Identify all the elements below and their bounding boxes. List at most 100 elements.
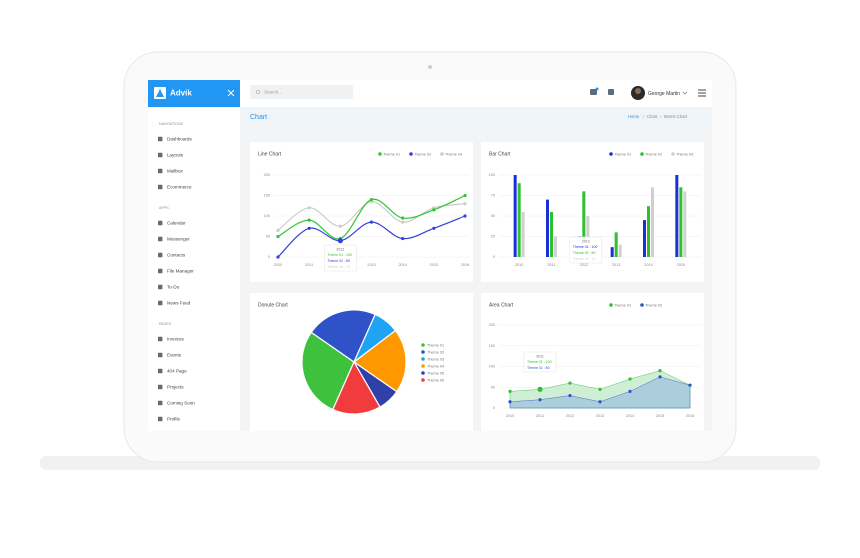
sidebar-item[interactable]: Dashboards — [167, 137, 192, 142]
tooltip-line: Theme 03 : 70 — [327, 265, 350, 269]
line-point — [307, 206, 311, 210]
bar — [643, 220, 646, 257]
notification-icon[interactable] — [590, 89, 597, 95]
x-tick-label: 2013 — [612, 263, 620, 267]
y-tick-label: 0 — [493, 406, 495, 410]
line-point — [369, 198, 374, 202]
sidebar-icon — [158, 384, 163, 390]
breadcrumb-current: Morris Chart — [664, 114, 688, 119]
area-point — [538, 398, 542, 402]
line-point — [401, 216, 405, 220]
sidebar-icon — [158, 352, 163, 358]
x-tick-label: 2014 — [626, 414, 634, 418]
menu-icon[interactable] — [698, 89, 706, 97]
x-tick-label: 2016 — [686, 414, 694, 418]
legend-label: Theme 02 — [427, 350, 444, 354]
bar — [614, 232, 618, 257]
x-tick-label: 2015 — [677, 263, 685, 267]
bar — [513, 175, 517, 257]
y-tick-label: 100 — [489, 365, 495, 369]
sidebar-item[interactable]: File Manager — [167, 269, 194, 274]
bar — [647, 206, 650, 257]
sidebar-icon — [158, 236, 163, 242]
sidebar-icon — [158, 252, 163, 258]
sidebar-item[interactable]: Invoices — [167, 337, 185, 342]
bar — [521, 211, 525, 257]
breadcrumb-home[interactable]: Home — [628, 114, 640, 119]
area-point — [628, 389, 632, 393]
search-icon — [255, 89, 261, 95]
sidebar-item[interactable]: Layouts — [167, 153, 184, 158]
line-point — [463, 193, 467, 198]
y-tick-label: 50 — [491, 214, 495, 218]
area-point — [568, 393, 572, 398]
user-caret — [682, 91, 688, 95]
legend-swatch — [421, 371, 425, 375]
legend-swatch — [609, 152, 613, 156]
card — [481, 293, 704, 431]
notification-dot — [595, 87, 599, 91]
sidebar-item[interactable]: Mailbox — [167, 169, 184, 174]
search-box[interactable] — [250, 85, 353, 99]
area-point — [598, 387, 602, 391]
y-tick-label: 0 — [268, 255, 270, 259]
legend-swatch — [671, 152, 675, 156]
x-tick-label: 2010 — [274, 263, 282, 267]
tooltip-title: 2012 — [336, 247, 344, 251]
line-point — [338, 224, 342, 228]
tooltip-title: 2011 — [536, 354, 544, 358]
sidebar-item[interactable]: Coming Soon — [167, 401, 195, 406]
sidebar-item[interactable]: Projects — [167, 385, 184, 390]
sidebar-icon — [158, 184, 163, 190]
sidebar-item[interactable]: Events — [167, 353, 182, 358]
sidebar-item[interactable]: Profile — [167, 417, 180, 422]
card — [250, 142, 473, 282]
area-point — [537, 386, 543, 392]
legend-swatch — [421, 357, 425, 361]
legend-label: Theme 01 — [614, 152, 631, 156]
user-avatar-face — [635, 88, 641, 94]
y-tick-label: 25 — [491, 235, 495, 239]
legend-swatch — [421, 343, 425, 347]
message-icon[interactable] — [608, 89, 614, 95]
area-series — [509, 376, 691, 409]
sidebar-item[interactable]: News Feed — [167, 301, 191, 306]
sidebar-item[interactable]: Ecommerce — [167, 185, 192, 190]
legend-swatch — [378, 152, 382, 156]
sidebar-item[interactable]: 404 Page — [167, 369, 187, 374]
card-title: Bar Chart — [489, 151, 511, 157]
bar — [679, 187, 683, 257]
y-tick-label: 50 — [266, 235, 270, 239]
sidebar-item[interactable]: Messenger — [167, 237, 190, 242]
x-tick-label: 2010 — [506, 414, 514, 418]
sidebar-toggle[interactable] — [227, 89, 235, 97]
area-point — [688, 383, 692, 387]
x-tick-label: 2011 — [305, 263, 313, 267]
sidebar-item[interactable]: Contacts — [167, 253, 186, 258]
sidebar-item[interactable]: To-Do — [167, 285, 180, 290]
tooltip — [523, 351, 557, 373]
pie-slice — [332, 360, 381, 415]
user-name[interactable]: George Martin — [648, 91, 680, 97]
area-point — [598, 400, 602, 404]
legend-swatch — [609, 303, 613, 307]
y-tick-label: 50 — [491, 385, 495, 389]
y-tick-label: 150 — [489, 344, 495, 348]
tooltip-line: Theme 02 : 80 — [527, 366, 550, 370]
x-tick-label: 2011 — [536, 414, 544, 418]
legend-label: Theme 02 — [414, 152, 431, 156]
sidebar-section-title: PAGES — [159, 322, 172, 326]
card-title: Area Chart — [489, 302, 514, 308]
bar — [610, 247, 614, 257]
line-point — [401, 236, 405, 241]
line-point — [276, 234, 280, 239]
tooltip-line: Theme 01 : 100 — [527, 360, 552, 364]
bar — [683, 191, 687, 257]
card-title: Line Chart — [258, 151, 282, 157]
sidebar-item[interactable]: Calendar — [167, 221, 186, 226]
y-tick-label: 200 — [264, 173, 270, 177]
line-point — [463, 202, 467, 206]
sidebar-icon — [158, 284, 163, 290]
breadcrumb-item[interactable]: Chart — [647, 114, 658, 119]
sidebar-icon — [158, 400, 163, 406]
